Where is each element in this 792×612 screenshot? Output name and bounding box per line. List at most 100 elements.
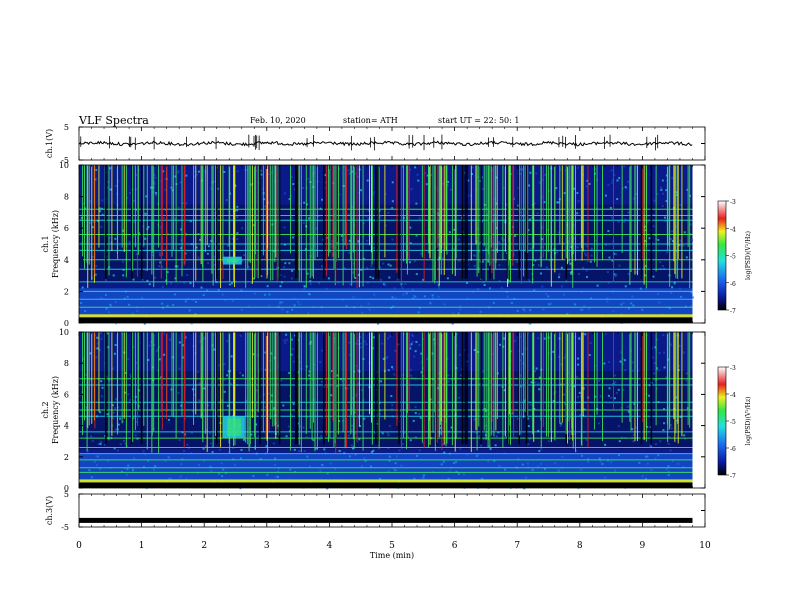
spectro-speckle — [578, 337, 581, 340]
spectro-speckle — [354, 432, 357, 435]
spectro-speckle — [607, 394, 610, 397]
spectro-speckle — [101, 213, 104, 216]
colorbar-tick-label: -7 — [730, 473, 736, 480]
spectro-speckle — [158, 254, 161, 257]
spectro-speckle — [255, 423, 258, 426]
spectro-speckle — [586, 245, 589, 248]
y-tick-label: 8 — [64, 193, 69, 202]
spectro-speckle — [96, 347, 99, 350]
spectro-speckle — [318, 438, 321, 441]
x-tick-label: 4 — [327, 541, 333, 551]
spectro-speckle — [272, 249, 275, 252]
spectro-speckle — [256, 389, 259, 392]
spectro-speckle — [517, 186, 520, 189]
spectro-speckle — [409, 344, 412, 347]
spectro-speckle — [528, 279, 531, 282]
spectro-speckle — [655, 378, 658, 381]
spectro-speckle — [239, 334, 242, 337]
spectro-speckle — [291, 259, 294, 262]
spectro-speckle — [338, 193, 341, 196]
spectro-burst-core — [226, 418, 241, 437]
spectro-speckle — [543, 337, 546, 340]
spectro-speckle — [655, 338, 658, 341]
spectro-speckle — [346, 387, 349, 390]
spectro-speckle — [671, 240, 674, 243]
x-axis-label: Time (min) — [370, 551, 414, 560]
spectro-speckle — [264, 452, 267, 455]
spectro-speckle — [519, 211, 522, 214]
y-tick-label: 10 — [59, 328, 69, 337]
spectro-speckle — [623, 165, 626, 168]
spectro-speckle — [351, 397, 354, 400]
spectro-speckle — [607, 281, 610, 284]
spectro-speckle — [376, 371, 379, 374]
spectro-speckle — [313, 363, 316, 366]
spectro-speckle — [611, 218, 614, 221]
spectro-speckle — [409, 347, 412, 350]
spectro-speckle — [199, 238, 202, 241]
spectro-speckle — [369, 275, 372, 278]
spectro-speckle — [657, 238, 660, 241]
spectro-speckle — [279, 285, 282, 288]
spectro-speckle — [589, 342, 592, 345]
spectro-speckle — [285, 338, 288, 341]
colorbar-tick-label: -3 — [730, 199, 736, 206]
spectro-speckle — [273, 407, 276, 410]
spectro-speckle — [347, 434, 350, 437]
spectro-speckle — [613, 273, 616, 276]
spectro-speckle — [420, 371, 423, 374]
spectro-speckle — [537, 337, 540, 340]
spectro-speckle — [426, 357, 429, 360]
spectro-low-band — [79, 453, 693, 484]
spectro-speckle — [109, 188, 112, 191]
spectro-speckle — [673, 282, 676, 285]
spectro-speckle — [357, 416, 360, 419]
spectro-speckle — [590, 247, 593, 250]
spectro-speckle — [236, 205, 239, 208]
spectro-speckle — [653, 199, 656, 202]
spectro-low-band — [79, 288, 693, 319]
spectro-speckle — [401, 286, 404, 289]
spectro-speckle — [359, 342, 362, 345]
spectro-speckle — [270, 400, 273, 403]
spectro-speckle — [668, 436, 671, 439]
spectro-speckle — [604, 443, 607, 446]
spectro-speckle — [153, 173, 156, 176]
spectro-speckle — [663, 351, 666, 354]
spectro-speckle — [675, 191, 678, 194]
spectro-speckle — [82, 202, 85, 205]
spectro-speckle — [293, 334, 296, 337]
spectro-speckle — [150, 340, 153, 343]
spectro-speckle — [529, 247, 532, 250]
spectro-speckle — [606, 271, 609, 274]
spectro-speckle — [439, 432, 442, 435]
spectro-speckle — [391, 367, 394, 370]
spectro-speckle — [414, 350, 417, 353]
spectro-speckle — [98, 349, 101, 352]
spectro-speckle — [577, 395, 580, 398]
spectro-speckle — [611, 259, 614, 262]
spectro-speckle — [122, 274, 125, 277]
spectro-speckle — [379, 278, 382, 281]
spectro-speckle — [493, 198, 496, 201]
spectro-speckle — [411, 340, 414, 343]
spectro-speckle — [534, 370, 537, 373]
spectro-speckle — [459, 447, 462, 450]
spectro-speckle — [306, 272, 309, 275]
spectro-speckle — [223, 390, 226, 393]
spectro-speckle — [100, 440, 103, 443]
spectro-speckle — [384, 193, 387, 196]
spectro-speckle — [573, 187, 576, 190]
spectro-speckle — [438, 244, 441, 247]
spectro-speckle — [158, 358, 161, 361]
spectro-speckle — [250, 433, 253, 436]
spectro-speckle — [114, 398, 117, 401]
spectro-speckle — [202, 447, 205, 450]
spectro-speckle — [578, 165, 581, 168]
spectro-speckle — [321, 198, 324, 201]
spectro-speckle — [538, 388, 541, 391]
spectro-speckle — [358, 438, 361, 441]
spectro-speckle — [290, 434, 293, 437]
spectro-speckle — [442, 182, 445, 185]
spectro-speckle — [355, 172, 358, 175]
